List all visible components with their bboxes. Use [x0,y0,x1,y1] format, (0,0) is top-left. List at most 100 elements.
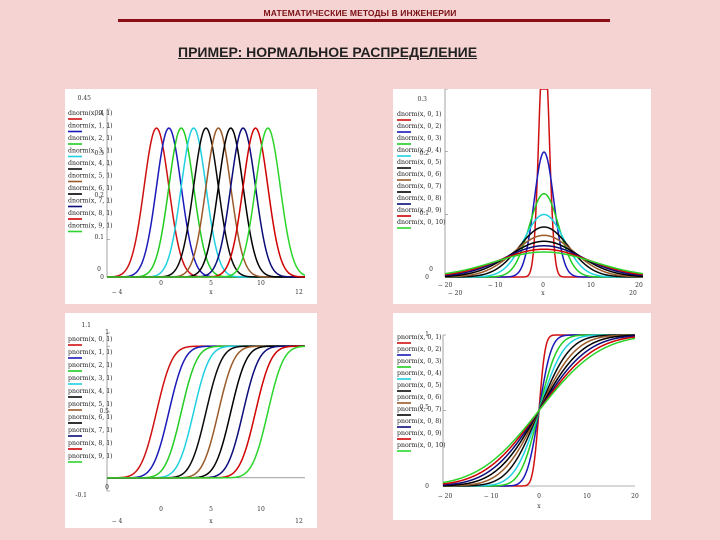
x-tick-label: 10 [587,282,595,289]
chart-svg-cdf-scale: 0 0.5 1 − 20 − 10 0 10 20 x pnorm(x, 0, 1) pnorm(x… [397,331,639,510]
legend-label: dnorm(x, 0, 3) [397,135,442,142]
legend-label: dnorm(x, 2, 1) [68,135,113,142]
legend-label: pnorm(x, 0, 2) [397,346,442,353]
x-tick-label: 5 [209,280,213,287]
legend-label: pnorm(x, 0, 1) [68,336,113,343]
legend-label: dnorm(x, 7, 1) [68,198,113,205]
legend-label: dnorm(x, 6, 1) [68,185,113,192]
chart-panel-pdf-scale: 0 0.1 0.2 0.3− 20− 10 0 10 20− 20 20 x 0 dnorm(x, … [393,89,651,304]
y-tick-label: 0.2 [419,150,429,157]
slide-title: ПРИМЕР: НОРМАЛЬНОЕ РАСПРЕДЕЛЕНИЕ [178,44,478,60]
legend-label: dnorm(x, 0, 1) [397,111,442,118]
x-tick-label: 0 [159,280,163,287]
series-line [445,226,643,278]
legend-label: dnorm(x, 3, 1) [68,148,113,155]
legend-label: dnorm(x, 0, 9) [397,207,442,214]
legend-label: pnorm(x, 0, 9) [397,430,442,437]
legend-label: dnorm(x, 0, 4) [397,147,442,154]
legend-label: pnorm(x, 0, 1) [397,334,442,341]
chart-panel-cdf-shift: -0.1 0 0.5 1 1.1 0 5 10 − 4 12 x pnorm(x, 0, 1) pnor… [65,313,317,528]
chart-svg-pdf-scale: 00.10.20.3− 20− 10 0 10 20− 20 20x0dnorm(x, … [397,89,644,297]
x-tick-label: − 20 [438,493,453,500]
legend-label: dnorm(x, 4, 1) [68,160,113,167]
x-tick-label: − 10 [488,282,503,289]
x-axis-label: x [537,503,541,510]
legend-label: dnorm(x, 0, 7) [397,183,442,190]
series-line [444,240,644,278]
header-rule [118,19,610,22]
y-tick-label: 0.45 [78,95,92,102]
legend-label: pnorm(x, 8, 1) [68,440,113,447]
chart-panel-cdf-scale: 0 0.5 1 − 20 − 10 0 10 20 x pnorm(x, 0, 1) pnorm(x… [393,313,651,520]
legend-label: dnorm(x, 9, 1) [68,223,113,230]
series-line [442,337,636,484]
legend-label: dnorm(x, 0, 5) [397,159,442,166]
y-tick-label: 0 [100,274,104,281]
x-tick-label: 20 [631,493,639,500]
legend-label: pnorm(x, 1, 1) [68,349,113,356]
x-axis-label: x [541,290,545,297]
y-tick-label: 0 [425,274,429,281]
y-tick-label: -0.1 [75,492,87,499]
series-line [444,248,644,276]
series-line [445,213,643,278]
legend-label: pnorm(x, 4, 1) [68,388,113,395]
y-tick-label: 0 [425,483,429,490]
y-tick-label: 0.1 [419,210,429,217]
y-axis-label: 0 [97,266,101,273]
legend-label: pnorm(x, 2, 1) [68,362,113,369]
y-tick-label: 1.1 [81,322,91,329]
legend-label: pnorm(x, 9, 1) [68,453,113,460]
x-tick-label: 0 [541,282,545,289]
y-tick-label: 0.3 [417,96,427,103]
legend-label: dnorm(x, 5, 1) [68,173,113,180]
legend-label: pnorm(x, 0, 4) [397,370,442,377]
chart-panel-pdf-shift: 0 0.1 0.2 0.3 0.4 0.45 − 4 0 5 10 12 x 0 dnorm(x, 0, … [65,89,317,304]
legend-label: pnorm(x, 0, 7) [397,406,442,413]
y-tick-label: 0.4 [94,110,104,117]
x-tick-label-bottom: 12 [295,518,303,525]
x-tick-label: 20 [635,282,643,289]
legend-label: pnorm(x, 0, 3) [397,358,442,365]
x-tick-label: − 10 [484,493,499,500]
legend-label: dnorm(x, 1, 1) [68,123,113,130]
y-tick-label: 0.5 [99,408,109,415]
series-line [444,244,644,277]
x-axis-label: x [209,289,213,296]
y-tick-label: 0.2 [94,192,104,199]
y-tick-label: 1 [425,331,429,338]
y-tick-label: 0.1 [94,234,104,241]
legend-label: pnorm(x, 0, 8) [397,418,442,425]
x-tick-label: 5 [209,506,213,513]
chart-svg-cdf-shift: -0.1 0 0.5 1 1.1 0 5 10 − 4 12 x pnorm(x, 0, 1) pnor… [68,322,306,525]
legend-label: dnorm(x, 0, 1) [68,110,113,117]
legend-label: pnorm(x, 3, 1) [68,375,113,382]
series-line [444,251,644,275]
series-line [444,234,644,278]
y-tick-label: 0.3 [94,150,104,157]
legend-label: dnorm(x, 0, 8) [397,195,442,202]
legend-label: dnorm(x, 0, 10) [397,219,446,226]
series-line [107,345,306,479]
x-tick-label-bottom: 20 [629,290,637,297]
y-tick-label: 1 [105,329,109,336]
legend-label: dnorm(x, 8, 1) [68,210,113,217]
x-tick-label: 10 [257,280,265,287]
legend-label: dnorm(x, 0, 2) [397,123,442,130]
x-tick-label: 0 [159,506,163,513]
header-title: МАТЕМАТИЧЕСКИЕ МЕТОДЫ В ИНЖЕНЕРИИ [263,8,457,18]
legend-label: pnorm(x, 0, 5) [397,382,442,389]
y-tick-label: 0.5 [419,404,429,411]
legend-label: dnorm(x, 0, 6) [397,171,442,178]
x-tick-label-bottom: − 20 [448,290,463,297]
y-tick-label: 0 [105,484,109,491]
y-axis-label: 0 [429,266,433,273]
x-axis-label: x [209,518,213,525]
x-tick-label: 0 [537,493,541,500]
x-tick-label: − 4 [112,289,123,296]
legend-label: pnorm(x, 0, 6) [397,394,442,401]
x-tick-label-bottom: − 4 [112,518,123,525]
legend-label: pnorm(x, 7, 1) [68,427,113,434]
legend-label: pnorm(x, 6, 1) [68,414,113,421]
chart-svg-pdf-shift: 0 0.1 0.2 0.3 0.4 0.45 − 4 0 5 10 12 x 0 dnorm(x, 0, … [68,95,306,296]
